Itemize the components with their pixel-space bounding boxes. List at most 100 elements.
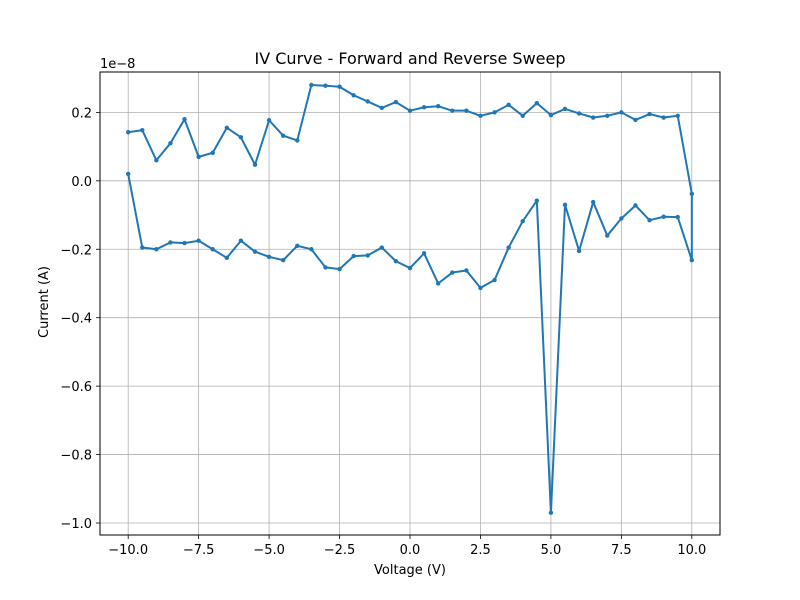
- data-point: [238, 238, 244, 243]
- data-point: [238, 135, 244, 140]
- data-point: [661, 214, 666, 219]
- data-point: [309, 82, 314, 88]
- x-tick-label: −2.5: [324, 543, 356, 558]
- data-point: [450, 270, 455, 275]
- data-point: [140, 245, 145, 250]
- data-point: [520, 219, 525, 224]
- data-point: [252, 162, 258, 167]
- data-point: [478, 113, 483, 119]
- data-point: [168, 140, 173, 146]
- series-line: [127, 84, 693, 514]
- data-point: [492, 277, 497, 283]
- data-point: [478, 285, 483, 291]
- data-point: [351, 93, 356, 98]
- data-point: [520, 113, 525, 119]
- data-point: [365, 99, 370, 104]
- data-point: [266, 254, 272, 259]
- data-point: [661, 115, 666, 120]
- x-tick-label: −7.5: [183, 543, 215, 558]
- data-point: [182, 240, 187, 246]
- data-point: [689, 191, 695, 197]
- data-point: [407, 108, 413, 113]
- data-point: [675, 113, 680, 119]
- data-point: [224, 255, 230, 261]
- data-point: [689, 258, 695, 263]
- y-tick-label: 0.2: [71, 106, 92, 121]
- x-tick-label: −5.0: [253, 543, 285, 558]
- data-point: [647, 217, 652, 223]
- data-point: [280, 133, 286, 138]
- data-point: [619, 216, 624, 221]
- y-offset-label: 1e−8: [100, 57, 135, 72]
- data-point: [125, 171, 131, 177]
- x-tick-label: −10.0: [108, 543, 148, 558]
- data-point: [464, 268, 469, 273]
- x-tick-label: 0.0: [400, 543, 421, 558]
- data-point: [295, 243, 300, 249]
- data-point: [351, 253, 356, 259]
- data-point: [407, 265, 413, 271]
- data-point: [309, 247, 314, 252]
- data-point: [224, 125, 230, 130]
- data-point: [435, 104, 441, 109]
- y-tick-label: −0.4: [60, 312, 92, 327]
- data-point: [280, 258, 286, 263]
- data-point: [210, 247, 215, 252]
- data-point: [393, 259, 399, 264]
- data-point: [435, 281, 441, 286]
- y-tick-label: 0.0: [71, 175, 92, 190]
- data-point: [464, 108, 469, 113]
- data-point: [154, 247, 159, 252]
- data-point: [590, 199, 596, 205]
- data-point: [295, 138, 300, 143]
- data-point: [379, 105, 385, 111]
- data-point: [605, 113, 610, 119]
- x-tick-label: 7.5: [611, 543, 632, 558]
- data-point: [647, 111, 652, 117]
- data-point: [252, 249, 258, 254]
- data-point: [619, 110, 624, 115]
- y-tick-label: −0.6: [60, 380, 92, 395]
- y-tick-label: −0.2: [60, 243, 92, 258]
- data-point: [196, 154, 201, 160]
- data-point: [337, 266, 342, 272]
- x-axis-label: Voltage (V): [374, 563, 446, 578]
- grid-layer: [100, 72, 720, 535]
- x-tick-label: 5.0: [541, 543, 562, 558]
- data-point: [182, 117, 187, 122]
- data-point: [576, 248, 582, 254]
- data-point: [140, 127, 145, 133]
- data-point: [562, 106, 568, 112]
- data-point: [323, 83, 328, 88]
- chart-title: IV Curve - Forward and Reverse Sweep: [255, 49, 566, 68]
- data-point: [675, 214, 680, 220]
- data-point: [421, 251, 427, 256]
- data-point: [323, 265, 328, 270]
- y-tick-label: −1.0: [60, 517, 92, 532]
- data-point: [266, 118, 272, 123]
- data-point: [379, 245, 385, 250]
- data-point: [506, 102, 511, 108]
- data-point: [450, 108, 455, 113]
- data-point: [633, 203, 638, 208]
- data-point: [365, 253, 370, 258]
- data-point: [421, 105, 427, 110]
- data-point: [534, 100, 540, 106]
- series-layer: [125, 82, 695, 515]
- ticks-layer: −10.0 −7.5 −5.0 −2.5 0.0 2.5 5.0 7.5 10.0 −1.0 −0.…: [60, 106, 706, 558]
- y-axis-label: Current (A): [37, 266, 52, 338]
- data-point: [210, 150, 215, 155]
- data-point: [506, 245, 511, 250]
- y-tick-label: −0.8: [60, 449, 92, 464]
- data-point: [337, 84, 342, 89]
- data-point: [605, 233, 610, 238]
- data-point: [393, 99, 399, 105]
- data-point: [562, 202, 568, 207]
- data-point: [548, 112, 554, 118]
- data-point: [576, 111, 582, 116]
- data-point: [548, 510, 554, 515]
- x-tick-label: 10.0: [677, 543, 706, 558]
- data-point: [492, 110, 497, 115]
- data-point: [125, 130, 131, 135]
